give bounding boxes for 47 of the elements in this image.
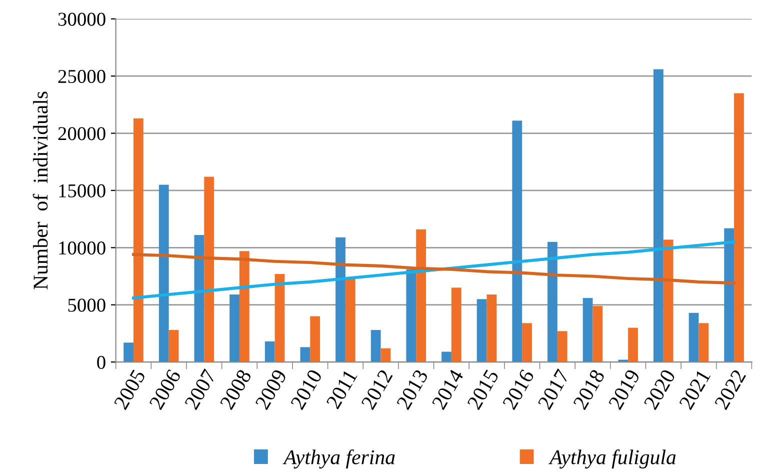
bar <box>522 323 532 362</box>
bar <box>310 316 320 362</box>
bar <box>698 323 709 362</box>
y-tick-label: 0 <box>97 356 106 369</box>
bar <box>557 331 568 362</box>
bar <box>628 328 638 362</box>
bar <box>582 298 593 362</box>
bar <box>442 352 452 362</box>
bar <box>345 278 356 362</box>
y-tick-label: 5000 <box>68 298 106 312</box>
y-tick-label: 10000 <box>59 241 106 255</box>
bar <box>230 294 240 362</box>
bar <box>734 93 744 362</box>
bar <box>724 228 734 362</box>
legend-label: Aythya ferina <box>282 449 395 469</box>
bar <box>476 299 487 362</box>
bar <box>194 235 204 362</box>
bar <box>264 341 275 362</box>
y-tick-label: 25000 <box>58 70 106 84</box>
bar <box>239 251 250 362</box>
bar <box>416 229 426 362</box>
y-tick-label: 20000 <box>58 127 106 140</box>
bar <box>486 294 497 362</box>
line-series <box>132 252 736 285</box>
bar <box>336 237 346 362</box>
bar <box>663 240 674 362</box>
bar <box>158 184 169 362</box>
bar <box>451 288 462 362</box>
bar <box>380 348 391 362</box>
bar <box>406 269 416 362</box>
y-axis-title: Number of individuals <box>32 92 48 290</box>
y-tick-label: 30000 <box>58 12 106 26</box>
bar <box>548 242 558 362</box>
y-tick-label: 15000 <box>59 184 106 198</box>
legend-label: Aythya fuligula <box>548 449 676 469</box>
bar <box>133 118 144 362</box>
bar <box>688 312 699 362</box>
line-series <box>132 240 736 300</box>
bar <box>124 342 134 362</box>
bar <box>512 120 522 362</box>
bar <box>274 274 285 362</box>
bar <box>168 330 179 362</box>
bar <box>300 347 310 362</box>
bar <box>204 176 214 362</box>
bar <box>653 69 664 362</box>
bar <box>370 330 381 362</box>
bar <box>592 306 603 362</box>
